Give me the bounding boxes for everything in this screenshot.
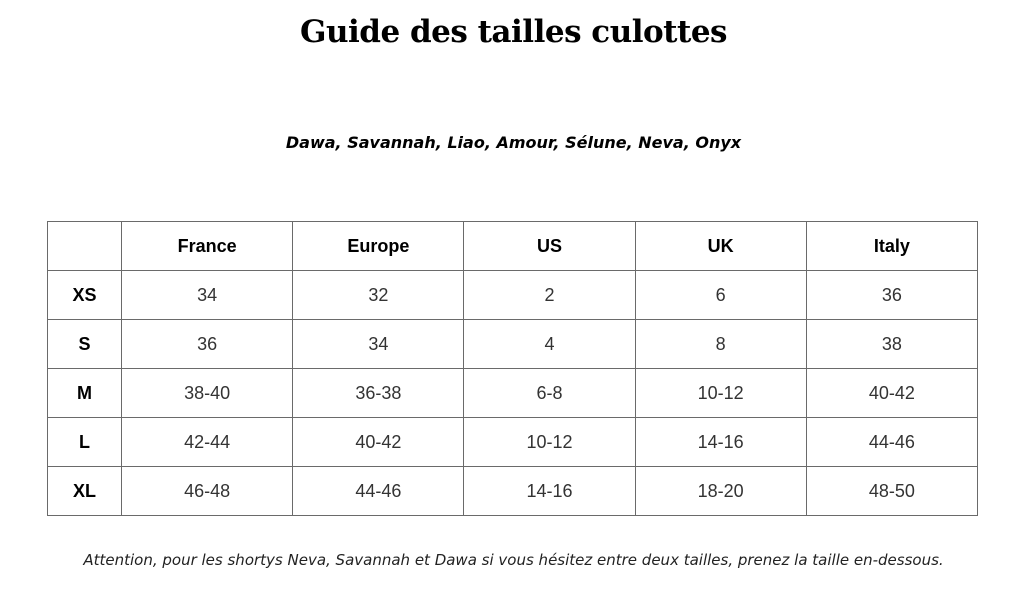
table-cell: 46-48 <box>121 466 294 516</box>
table-cell: 48-50 <box>805 466 979 516</box>
table-cell: 6 <box>634 270 807 320</box>
product-list-subtitle: Dawa, Savannah, Liao, Amour, Sélune, Nev… <box>285 133 742 152</box>
table-cell: 36 <box>121 319 294 369</box>
table-cell: 38-40 <box>121 368 294 418</box>
table-cell: 40-42 <box>292 417 465 467</box>
column-header: Europe <box>292 221 465 271</box>
sizing-note: Attention, pour les shortys Neva, Savann… <box>83 551 944 569</box>
column-header: France <box>121 221 294 271</box>
row-size-label: M <box>46 368 123 418</box>
table-cell: 34 <box>121 270 294 320</box>
table-cell: 38 <box>805 319 979 369</box>
row-size-label: XL <box>46 466 123 516</box>
table-cell: 10-12 <box>634 368 807 418</box>
table-cell: 6-8 <box>463 368 636 418</box>
table-cell: 14-16 <box>463 466 636 516</box>
table-cell: 10-12 <box>463 417 636 467</box>
table-cell: 2 <box>463 270 636 320</box>
table-cell: 8 <box>634 319 807 369</box>
table-row: M 38-40 36-38 6-8 10-12 40-42 <box>46 368 979 418</box>
table-cell: 4 <box>463 319 636 369</box>
table-row: L 42-44 40-42 10-12 14-16 44-46 <box>46 417 979 467</box>
column-header: US <box>463 221 636 271</box>
column-header: UK <box>634 221 807 271</box>
table-cell: 36 <box>805 270 979 320</box>
table-cell: 40-42 <box>805 368 979 418</box>
table-header-row: France Europe US UK Italy <box>46 221 979 271</box>
table-corner-cell <box>46 221 123 271</box>
page-title: Guide des tailles culottes <box>299 14 728 50</box>
table-cell: 42-44 <box>121 417 294 467</box>
column-header: Italy <box>805 221 979 271</box>
table-row: S 36 34 4 8 38 <box>46 319 979 369</box>
table-row: XL 46-48 44-46 14-16 18-20 48-50 <box>46 466 979 516</box>
row-size-label: L <box>46 417 123 467</box>
row-size-label: XS <box>46 270 123 320</box>
table-cell: 44-46 <box>292 466 465 516</box>
size-table: France Europe US UK Italy XS 34 32 2 6 3… <box>46 221 979 516</box>
table-cell: 34 <box>292 319 465 369</box>
table-cell: 32 <box>292 270 465 320</box>
row-size-label: S <box>46 319 123 369</box>
table-cell: 36-38 <box>292 368 465 418</box>
table-cell: 44-46 <box>805 417 979 467</box>
table-cell: 18-20 <box>634 466 807 516</box>
table-cell: 14-16 <box>634 417 807 467</box>
table-row: XS 34 32 2 6 36 <box>46 270 979 320</box>
